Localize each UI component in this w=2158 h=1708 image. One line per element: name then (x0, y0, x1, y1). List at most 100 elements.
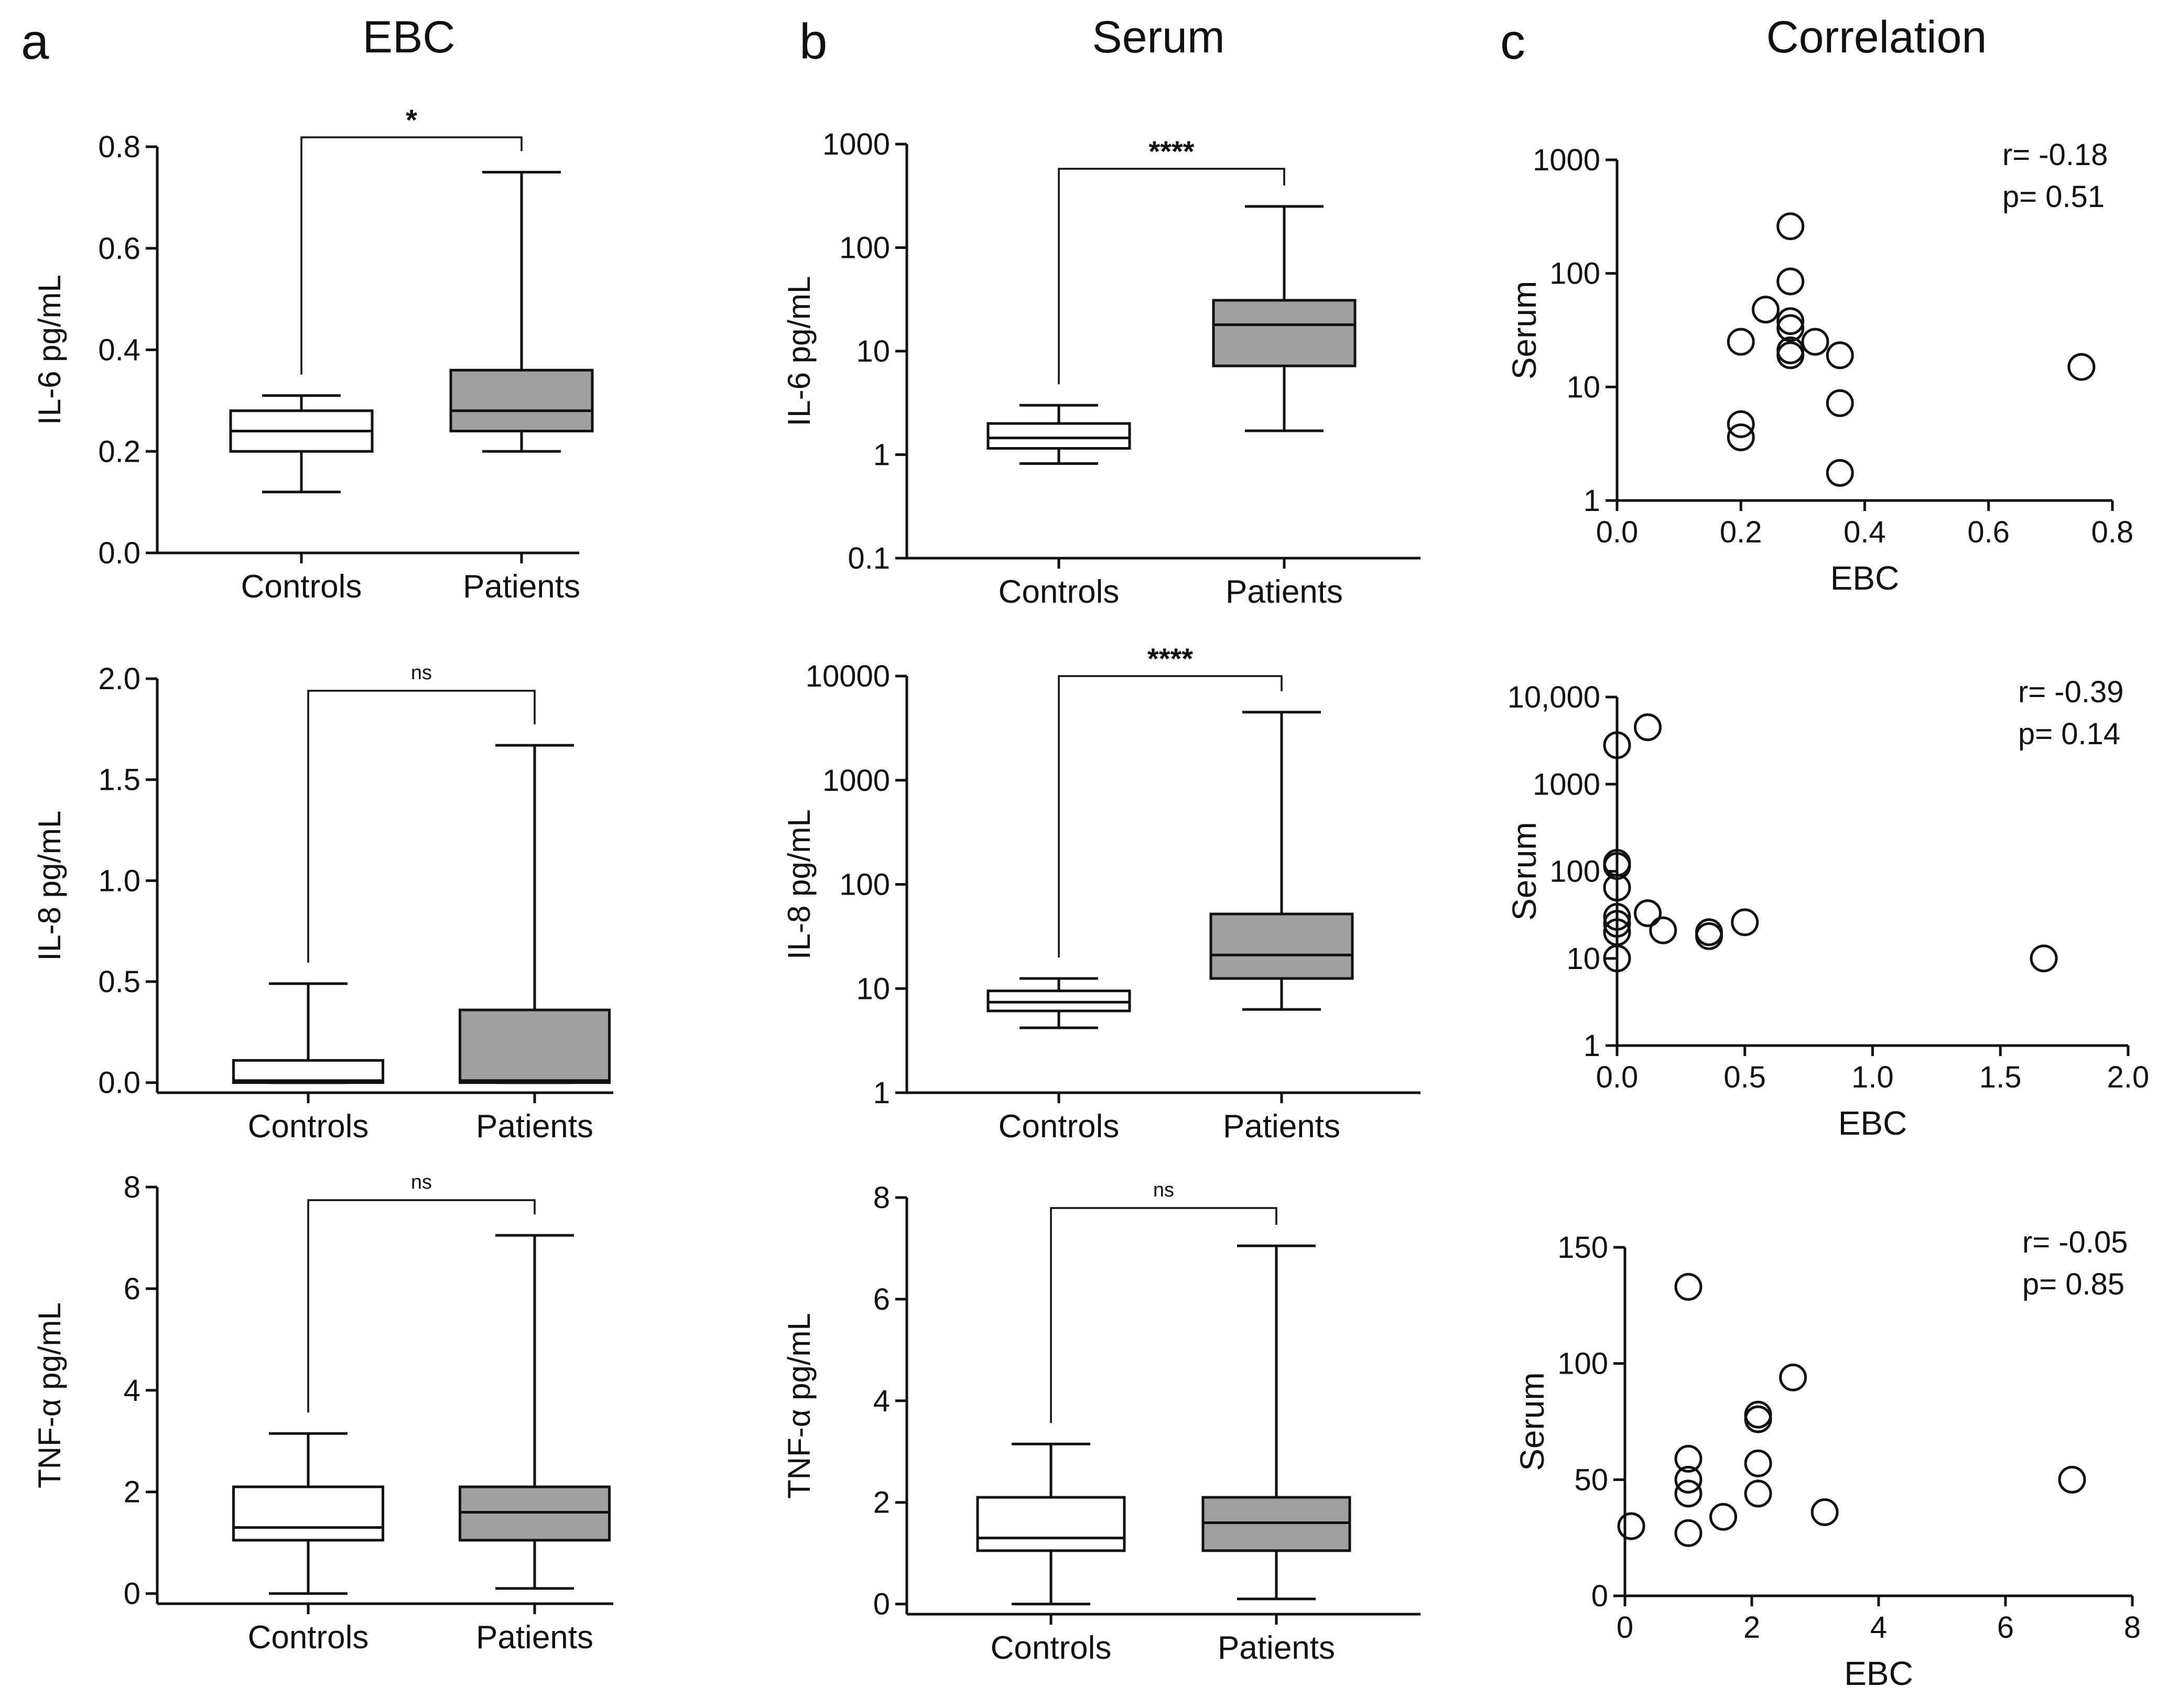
chart-ebc_il6: 0.0 0.2 0.4 0.6 0.8 IL-6 pg/mL Controls Patient… (32, 103, 594, 605)
x-category-label: Patients (1218, 1630, 1335, 1666)
significance-label: ns (411, 1171, 432, 1193)
scatter-point (1603, 731, 1631, 759)
y-tick-label: 1 (873, 1076, 890, 1110)
box-controls (976, 1442, 1126, 1606)
significance-label: ns (411, 662, 432, 684)
significance-bracket (300, 136, 523, 375)
scatter-point (1674, 1465, 1702, 1494)
y-tick-label: 0.4 (98, 333, 140, 367)
y-tick-label: 150 (1557, 1231, 1608, 1265)
iqr-box (1212, 299, 1357, 367)
y-axis-label: Serum (1505, 281, 1543, 380)
x-tick-label: 0.2 (1720, 515, 1762, 549)
iqr-box (986, 422, 1131, 450)
y-tick-label: 8 (124, 1170, 140, 1204)
panel-title-a: EBC (363, 12, 456, 62)
scatter-point (1634, 899, 1662, 928)
y-tick-label: 0.1 (848, 541, 890, 575)
iqr-box (1209, 912, 1354, 980)
x-category-label: Patients (1223, 1108, 1340, 1145)
x-tick-label: 0.0 (1596, 515, 1639, 549)
scatter-point (1776, 212, 1805, 241)
scatter-point (1603, 944, 1631, 973)
chart-serum_tnf: 0 2 4 6 8 TNF-α pg/mL Controls Patients ns (782, 1179, 1420, 1666)
scatter-point (2067, 353, 2096, 381)
y-tick-label: 0.8 (98, 130, 140, 164)
x-category-label: Patients (476, 1108, 593, 1145)
y-axis-label: Serum (1513, 1372, 1551, 1471)
x-tick-label: 6 (1997, 1611, 2014, 1645)
scatter-point (1727, 328, 1755, 356)
correlation-p: p= 0.85 (2022, 1267, 2124, 1301)
box-patients (459, 1234, 611, 1590)
y-axis-label: IL-6 pg/mL (782, 276, 817, 427)
box-controls (986, 404, 1131, 465)
significance-label: **** (1148, 135, 1194, 168)
x-category-label: Patients (463, 569, 580, 605)
scatter-point (1603, 874, 1631, 902)
correlation-p: p= 0.14 (2018, 717, 2120, 751)
scatter-point (1801, 328, 1829, 356)
x-tick-label: 0.4 (1843, 515, 1886, 549)
scatter-point (2030, 944, 2058, 973)
chart-serum_il6: 0.1 1 10 100 1000 IL-6 pg/mL Controls Patients *… (782, 127, 1420, 610)
panel-title-b: Serum (1092, 12, 1224, 62)
scatter-point (1674, 1444, 1702, 1473)
scatter-point (1603, 910, 1631, 938)
x-tick-label: 2.0 (2107, 1060, 2150, 1094)
box-patients (1212, 205, 1357, 432)
correlation-r: r= -0.18 (2002, 138, 2108, 172)
y-tick-label: 0 (124, 1577, 140, 1611)
x-tick-label: 0.0 (1596, 1060, 1639, 1094)
y-tick-label: 1.0 (98, 864, 140, 898)
significance-bracket (307, 1199, 536, 1413)
scatter-point (1727, 423, 1755, 451)
y-axis-label: TNF-α pg/mL (782, 1313, 817, 1499)
x-tick-label: 0.5 (1723, 1060, 1766, 1094)
correlation-r: r= -0.05 (2022, 1225, 2128, 1259)
y-tick-label: 10 (856, 334, 890, 368)
y-tick-label: 0.0 (98, 1066, 140, 1100)
y-tick-label: 0.0 (98, 536, 140, 570)
y-tick-label: 1.5 (98, 763, 140, 797)
correlation-p: p= 0.51 (2002, 180, 2105, 214)
y-axis-label: IL-8 pg/mL (782, 809, 817, 960)
significance-label: * (406, 103, 417, 136)
x-tick-label: 2 (1743, 1611, 1760, 1645)
scatter-point (1779, 1363, 1807, 1391)
box-controls (232, 982, 384, 1084)
significance-bracket (1058, 675, 1283, 958)
x-axis-label: EBC (1838, 1104, 1907, 1142)
y-tick-label: 6 (124, 1272, 140, 1306)
scatter-point (1776, 267, 1805, 296)
x-category-label: Controls (999, 1108, 1120, 1145)
scatter-point (1617, 1512, 1645, 1540)
x-category-label: Patients (1226, 574, 1343, 610)
y-tick-label: 100 (1549, 257, 1600, 291)
box-patients (449, 170, 594, 453)
y-tick-label: 50 (1574, 1463, 1608, 1497)
y-axis-label: Serum (1505, 822, 1543, 921)
scatter-point (1731, 908, 1759, 937)
x-tick-label: 0 (1617, 1611, 1633, 1645)
scatter-point (1776, 341, 1805, 369)
y-tick-label: 2 (124, 1475, 140, 1509)
y-tick-label: 100 (839, 231, 890, 265)
y-axis-label: IL-6 pg/mL (32, 275, 67, 425)
x-category-label: Patients (476, 1619, 593, 1656)
y-tick-label: 8 (873, 1181, 890, 1215)
y-tick-label: 0.6 (98, 232, 140, 266)
x-category-label: Controls (248, 1108, 369, 1145)
y-tick-label: 1000 (822, 127, 890, 161)
scatter-point (1709, 1503, 1738, 1531)
y-tick-label: 0 (1591, 1579, 1608, 1613)
scatter-point (1744, 1479, 1772, 1508)
scatter-point (1674, 1479, 1702, 1508)
x-category-label: Controls (248, 1619, 369, 1656)
chart-corr_il8: 1 10 100 1000 10,000 Serum 0.0 0.5 1.0 1.5 2.0 EBC r… (1505, 675, 2149, 1142)
chart-ebc_tnf: 0 2 4 6 8 TNF-α pg/mL Controls Patients ns (32, 1170, 613, 1656)
x-tick-label: 1.0 (1851, 1060, 1894, 1094)
scatter-point (1776, 307, 1805, 335)
y-tick-label: 100 (839, 868, 890, 902)
